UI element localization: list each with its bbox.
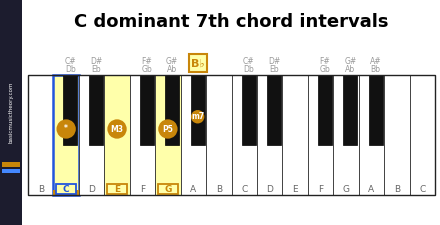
- Bar: [2, 162, 20, 167]
- Text: E: E: [292, 185, 298, 194]
- Text: C: C: [419, 185, 425, 194]
- Text: F: F: [140, 185, 145, 194]
- Bar: [206, 75, 231, 195]
- Text: D: D: [88, 185, 95, 194]
- Bar: [63, 75, 77, 145]
- Text: C: C: [63, 185, 70, 194]
- Bar: [369, 75, 383, 145]
- Text: A#: A#: [370, 58, 381, 67]
- Bar: [158, 184, 178, 194]
- Bar: [130, 75, 155, 195]
- Text: B: B: [216, 185, 222, 194]
- Text: G: G: [164, 185, 172, 194]
- Text: G: G: [342, 185, 349, 194]
- Bar: [155, 75, 181, 195]
- Text: F#: F#: [319, 58, 330, 67]
- Bar: [181, 75, 206, 195]
- Text: E: E: [114, 185, 120, 194]
- Bar: [384, 75, 410, 195]
- Text: Ab: Ab: [345, 65, 356, 74]
- Text: D: D: [266, 185, 273, 194]
- Bar: [28, 75, 435, 195]
- Bar: [333, 75, 359, 195]
- Bar: [28, 75, 53, 195]
- Circle shape: [56, 119, 76, 139]
- Text: Eb: Eb: [91, 65, 101, 74]
- Text: P5: P5: [162, 124, 173, 133]
- Bar: [343, 75, 357, 145]
- Bar: [308, 75, 333, 195]
- Text: Gb: Gb: [319, 65, 330, 74]
- Bar: [257, 75, 282, 195]
- Bar: [267, 75, 281, 145]
- Text: G#: G#: [344, 58, 356, 67]
- Text: m7: m7: [191, 112, 204, 121]
- Circle shape: [107, 119, 127, 139]
- Text: D#: D#: [268, 58, 280, 67]
- Text: C#: C#: [65, 58, 76, 67]
- Text: Db: Db: [243, 65, 254, 74]
- Text: A: A: [190, 185, 196, 194]
- Bar: [53, 190, 79, 195]
- Bar: [318, 75, 332, 145]
- Circle shape: [158, 119, 178, 139]
- Text: basicmusictheory.com: basicmusictheory.com: [8, 82, 14, 143]
- Bar: [282, 75, 308, 195]
- Text: F#: F#: [141, 58, 152, 67]
- Text: Bb: Bb: [371, 65, 381, 74]
- Text: C#: C#: [243, 58, 254, 67]
- Bar: [2, 169, 20, 173]
- Text: M3: M3: [110, 124, 124, 133]
- Bar: [104, 75, 130, 195]
- Bar: [191, 75, 205, 145]
- Bar: [231, 75, 257, 195]
- Text: Ab: Ab: [167, 65, 177, 74]
- Bar: [140, 75, 154, 145]
- Text: A: A: [368, 185, 374, 194]
- Bar: [359, 75, 384, 195]
- Text: C dominant 7th chord intervals: C dominant 7th chord intervals: [74, 13, 388, 31]
- Bar: [165, 75, 179, 145]
- Text: C: C: [241, 185, 247, 194]
- Bar: [0, 0, 22, 225]
- Text: B: B: [394, 185, 400, 194]
- Text: B: B: [38, 185, 44, 194]
- Bar: [189, 54, 207, 72]
- Text: G#: G#: [166, 58, 178, 67]
- Bar: [89, 75, 103, 145]
- Bar: [242, 75, 256, 145]
- Bar: [79, 75, 104, 195]
- Text: *: *: [64, 124, 68, 133]
- Text: Gb: Gb: [141, 65, 152, 74]
- Text: F: F: [318, 185, 323, 194]
- Text: Db: Db: [65, 65, 76, 74]
- Bar: [56, 184, 76, 194]
- Bar: [53, 75, 79, 195]
- Bar: [107, 184, 127, 194]
- Circle shape: [191, 110, 205, 124]
- Bar: [410, 75, 435, 195]
- Text: Eb: Eb: [269, 65, 279, 74]
- Text: B♭: B♭: [191, 59, 205, 69]
- Text: D#: D#: [90, 58, 102, 67]
